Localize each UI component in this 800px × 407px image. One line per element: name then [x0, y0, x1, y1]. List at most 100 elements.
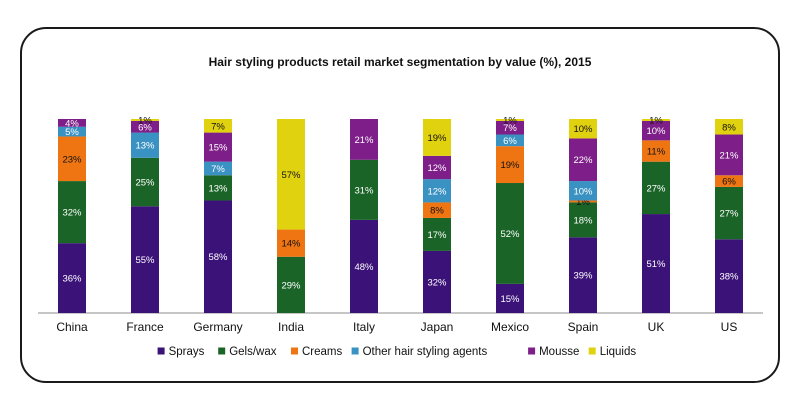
bar-china-gels-wax	[58, 181, 86, 244]
bar-mexico-liquids	[496, 119, 524, 121]
bar-uk-liquids	[642, 119, 670, 121]
data-label-japan-creams: 8%	[430, 206, 444, 217]
data-label-china-mousse: 4%	[65, 118, 79, 129]
bar-china-other-hair-styling-agents	[58, 126, 86, 137]
chart-title: Hair styling products retail market segm…	[209, 55, 592, 69]
bar-japan-sprays	[423, 250, 451, 313]
data-label-germany-liquids: 7%	[211, 121, 225, 132]
category-label-france: France	[126, 320, 164, 334]
data-label-japan-liquids: 19%	[427, 133, 447, 144]
bar-spain-liquids	[569, 119, 597, 139]
bar-japan-mousse	[423, 155, 451, 180]
bar-india-creams	[277, 229, 305, 257]
bar-germany-sprays	[204, 200, 232, 313]
bar-mexico-creams	[496, 146, 524, 184]
bar-germany-gels-wax	[204, 175, 232, 201]
bar-spain-creams	[569, 200, 597, 203]
data-label-uk-mousse: 10%	[646, 126, 666, 137]
data-label-spain-liquids: 10%	[573, 124, 593, 135]
bar-india-gels-wax	[277, 256, 305, 313]
category-label-italy: Italy	[353, 320, 375, 334]
data-label-france-gels-wax: 25%	[135, 178, 155, 189]
bar-us-creams	[715, 175, 743, 187]
data-label-italy-gels-wax: 31%	[354, 185, 374, 196]
data-label-japan-mousse: 12%	[427, 163, 447, 174]
bar-spain-mousse	[569, 138, 597, 182]
bar-italy-sprays	[350, 219, 378, 313]
data-label-india-liquids: 57%	[281, 170, 301, 181]
data-label-us-creams: 6%	[722, 177, 736, 188]
category-label-us: US	[721, 320, 738, 334]
data-label-germany-gels-wax: 13%	[208, 183, 228, 194]
bar-germany-liquids	[204, 119, 232, 133]
data-label-italy-sprays: 48%	[354, 262, 374, 273]
legend-label-gels-wax: Gels/wax	[229, 346, 277, 358]
bar-india-liquids	[277, 119, 305, 230]
legend-label-creams: Creams	[302, 346, 343, 358]
bar-china-mousse	[58, 119, 86, 127]
data-label-mexico-sprays: 15%	[500, 294, 520, 305]
legend-label-liquids: Liquids	[600, 346, 637, 358]
bar-spain-gels-wax	[569, 202, 597, 238]
data-label-spain-other-hair-styling-agents: 10%	[573, 186, 593, 197]
data-label-japan-other-hair-styling-agents: 12%	[427, 186, 447, 197]
bar-uk-gels-wax	[642, 161, 670, 215]
category-label-japan: Japan	[421, 320, 454, 334]
bar-spain-other-hair-styling-agents	[569, 181, 597, 201]
data-label-germany-sprays: 58%	[208, 252, 228, 263]
category-labels: China France Germany India Italy Japan Mexico S…	[56, 320, 737, 334]
bar-uk-mousse	[642, 120, 670, 141]
bars-group: 36%32%23%5%4%55%25%13%6%1%58%13%7%15%7%2…	[58, 115, 743, 313]
bar-mexico-other-hair-styling-agents	[496, 134, 524, 147]
data-label-france-mousse: 6%	[138, 122, 152, 133]
data-label-us-sprays: 38%	[719, 272, 739, 283]
data-label-germany-other-hair-styling-agents: 7%	[211, 164, 225, 175]
bar-uk-creams	[642, 140, 670, 162]
data-label-italy-mousse: 21%	[354, 135, 374, 146]
legend-swatch-sprays	[157, 347, 165, 355]
category-label-india: India	[278, 320, 304, 334]
data-label-mexico-liquids: 1%	[503, 115, 517, 126]
legend-label-other-hair-styling-agents: Other hair styling agents	[363, 346, 488, 358]
bar-italy-gels-wax	[350, 159, 378, 220]
bar-japan-creams	[423, 202, 451, 218]
bar-china-creams	[58, 136, 86, 182]
bar-france-other-hair-styling-agents	[131, 132, 159, 158]
legend-swatch-gels-wax	[218, 347, 226, 355]
data-label-mexico-mousse: 7%	[503, 123, 517, 134]
legend-label-mousse: Mousse	[539, 346, 579, 358]
bar-france-gels-wax	[131, 157, 159, 207]
data-label-uk-gels-wax: 27%	[646, 183, 666, 194]
legend-swatch-liquids	[588, 347, 596, 355]
data-label-mexico-other-hair-styling-agents: 6%	[503, 136, 517, 147]
data-label-us-liquids: 8%	[722, 122, 736, 133]
data-label-mexico-gels-wax: 52%	[500, 229, 520, 240]
data-label-china-other-hair-styling-agents: 5%	[65, 127, 79, 138]
data-label-uk-creams: 11%	[647, 147, 666, 158]
category-label-china: China	[56, 320, 88, 334]
data-label-germany-mousse: 15%	[208, 143, 228, 154]
bar-uk-sprays	[642, 214, 670, 313]
data-label-uk-sprays: 51%	[646, 259, 666, 270]
legend-swatch-mousse	[528, 347, 536, 355]
bar-china-sprays	[58, 243, 86, 313]
bar-japan-other-hair-styling-agents	[423, 179, 451, 203]
data-label-china-creams: 23%	[62, 154, 82, 165]
legend: Sprays Gels/wax Creams Other hair styling a…	[157, 346, 637, 358]
category-label-uk: UK	[648, 320, 665, 334]
data-label-china-sprays: 36%	[62, 274, 82, 285]
bar-us-sprays	[715, 239, 743, 313]
data-label-uk-liquids: 1%	[649, 115, 663, 126]
bar-japan-liquids	[423, 119, 451, 156]
legend-swatch-creams	[291, 347, 298, 355]
data-label-france-liquids: 1%	[138, 115, 152, 126]
data-label-france-other-hair-styling-agents: 13%	[135, 141, 155, 152]
data-label-us-gels-wax: 27%	[719, 209, 739, 220]
data-label-spain-gels-wax: 18%	[573, 215, 593, 226]
data-label-spain-creams: 1%	[576, 197, 590, 208]
data-label-japan-sprays: 32%	[427, 277, 447, 288]
bar-japan-gels-wax	[423, 217, 451, 251]
data-label-spain-sprays: 39%	[573, 271, 593, 282]
legend-swatch-other-hair-styling-agents	[351, 347, 359, 355]
